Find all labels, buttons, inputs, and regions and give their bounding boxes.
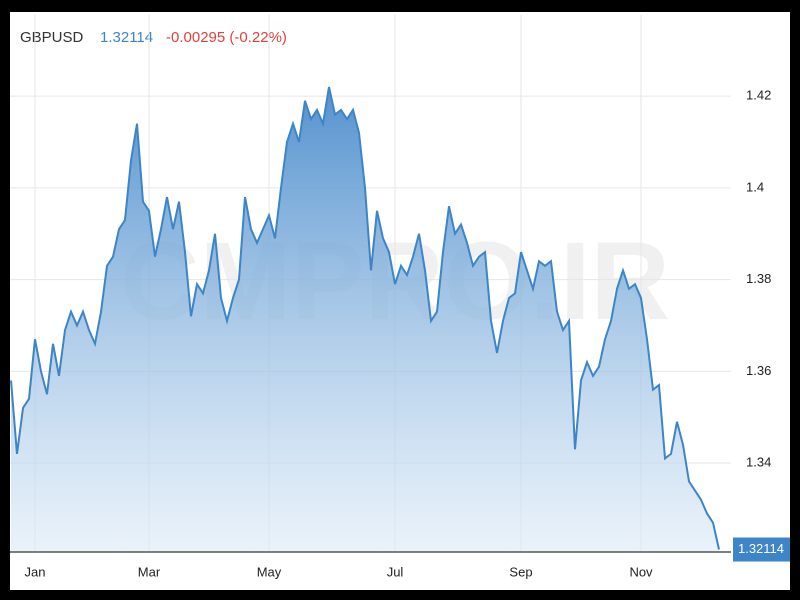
y-tick-label: 1.42 (746, 88, 771, 103)
price: 1.32114 (100, 29, 153, 46)
y-tick-label: 1.36 (746, 363, 771, 378)
x-tick-label: May (257, 564, 282, 579)
symbol: GBPUSD (20, 29, 84, 46)
x-tick-label: Nov (629, 564, 653, 579)
y-tick-label: 1.4 (746, 179, 764, 194)
y-tick-label: 1.34 (746, 454, 771, 469)
x-tick-label: Mar (138, 564, 161, 579)
area (11, 86, 719, 552)
change: -0.00295 (-0.22%) (166, 29, 287, 46)
line (10, 86, 720, 550)
last-badge-label: 1.32114 (738, 541, 784, 556)
x-tick-label: Sep (509, 564, 532, 579)
y-tick-label: 1.38 (746, 271, 771, 286)
x-tick-label: Jul (387, 564, 404, 579)
x-tick-label: Jan (25, 564, 46, 579)
last-badge (733, 537, 790, 562)
